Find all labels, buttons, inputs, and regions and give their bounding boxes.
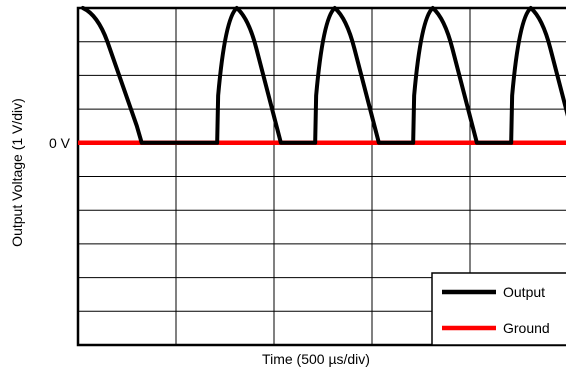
legend-box	[431, 272, 566, 346]
zero-volt-label: 0 V	[49, 135, 71, 151]
plot-frame	[76, 6, 566, 347]
x-axis-label: Time (500 µs/div)	[262, 351, 370, 367]
trace-layer	[78, 6, 566, 146]
legend-label-ground: Ground	[503, 320, 550, 336]
y-axis-label: Output Voltage (1 V/div)	[9, 98, 25, 247]
series-output-line	[80, 6, 566, 145]
legend-label-output: Output	[503, 284, 545, 300]
legend: Output Ground	[431, 272, 566, 346]
